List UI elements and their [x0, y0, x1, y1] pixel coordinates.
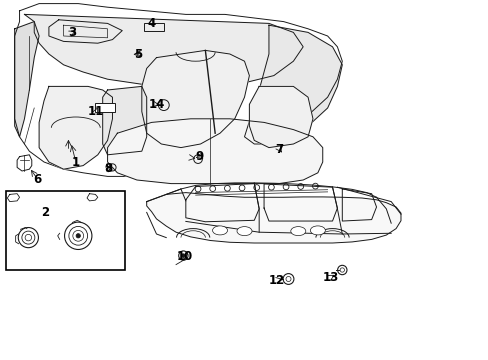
Circle shape	[337, 265, 346, 275]
Circle shape	[18, 228, 39, 248]
Polygon shape	[244, 25, 342, 144]
Bar	[6, 191, 124, 270]
Text: 7: 7	[275, 143, 283, 156]
Text: 12: 12	[268, 274, 285, 287]
Text: 4: 4	[147, 17, 155, 30]
Polygon shape	[39, 86, 112, 169]
Text: 6: 6	[34, 173, 41, 186]
Circle shape	[181, 254, 185, 257]
Text: 10: 10	[176, 250, 193, 263]
Text: 8: 8	[104, 162, 112, 175]
Polygon shape	[24, 14, 303, 86]
Circle shape	[64, 222, 92, 249]
Ellipse shape	[212, 226, 227, 235]
Circle shape	[340, 268, 344, 272]
Ellipse shape	[310, 226, 325, 235]
Circle shape	[285, 276, 290, 282]
Bar	[95, 103, 115, 112]
Polygon shape	[102, 86, 146, 155]
Text: 13: 13	[322, 271, 338, 284]
Text: 2: 2	[41, 206, 49, 219]
Bar	[144, 23, 163, 31]
Text: 11: 11	[87, 105, 104, 118]
Text: 3: 3	[68, 26, 76, 39]
Text: 1: 1	[72, 156, 80, 168]
Ellipse shape	[290, 227, 305, 236]
Circle shape	[76, 234, 80, 238]
Text: 9: 9	[195, 150, 203, 163]
Ellipse shape	[237, 227, 251, 236]
Circle shape	[283, 274, 293, 284]
Polygon shape	[142, 50, 249, 148]
Polygon shape	[146, 193, 400, 243]
Polygon shape	[107, 119, 322, 184]
Text: 14: 14	[148, 98, 164, 111]
Polygon shape	[249, 86, 312, 148]
Text: 5: 5	[134, 48, 142, 60]
Polygon shape	[15, 22, 39, 137]
Circle shape	[178, 251, 188, 260]
